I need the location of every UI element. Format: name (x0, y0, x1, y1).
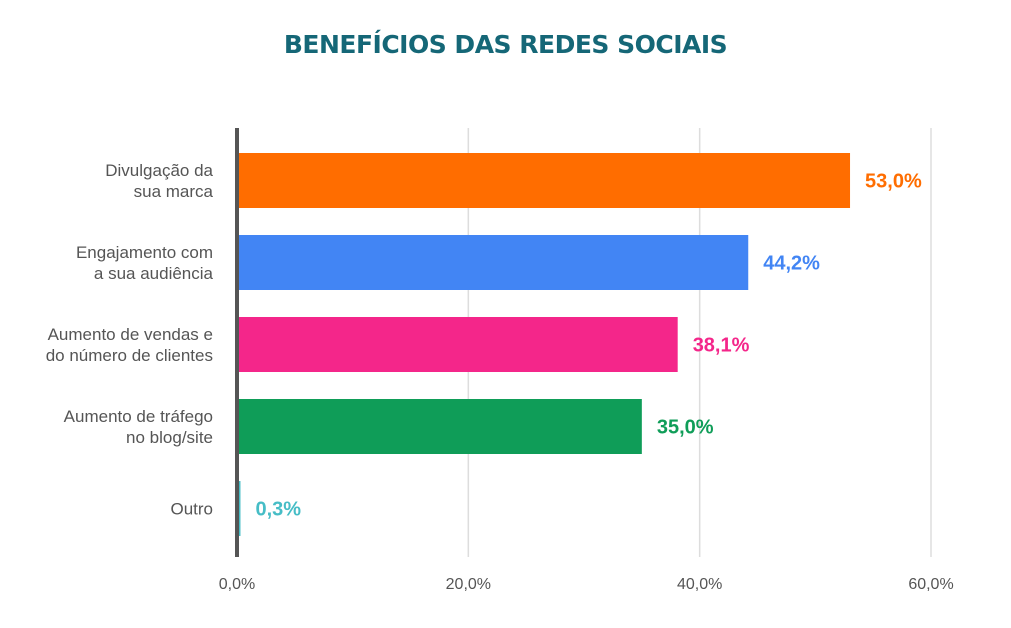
category-label: Aumento de tráfego no blog/site (64, 407, 213, 447)
x-tick-label: 0,0% (219, 576, 255, 593)
bar (237, 317, 678, 372)
data-label: 38,1% (693, 335, 750, 357)
value-labels: 53,0% 44,2% 38,1% 35,0% 0,3% (255, 171, 921, 521)
category-label: Engajamento com a sua audiência (76, 243, 214, 283)
category-label: Aumento de vendas e do número de clientes (46, 325, 213, 365)
data-label: 53,0% (865, 171, 922, 193)
bar (237, 399, 642, 454)
category-label: Divulgação da sua marca (105, 161, 213, 201)
data-label: 0,3% (255, 499, 301, 521)
category-labels: Divulgação da sua marca Engajamento com a s… (46, 161, 214, 519)
chart-title: BENEFÍCIOS DAS REDES SOCIAIS (283, 30, 728, 59)
x-tick-labels: 0,0% 20,0% 40,0% 60,0% (219, 576, 954, 593)
data-label: 35,0% (657, 417, 714, 439)
x-tick-label: 20,0% (446, 576, 491, 593)
data-label: 44,2% (763, 253, 820, 275)
bars (237, 153, 851, 536)
category-label: Outro (170, 500, 213, 519)
bar (237, 153, 851, 208)
x-tick-label: 40,0% (677, 576, 722, 593)
x-tick-label: 60,0% (908, 576, 953, 593)
bar (237, 235, 749, 290)
